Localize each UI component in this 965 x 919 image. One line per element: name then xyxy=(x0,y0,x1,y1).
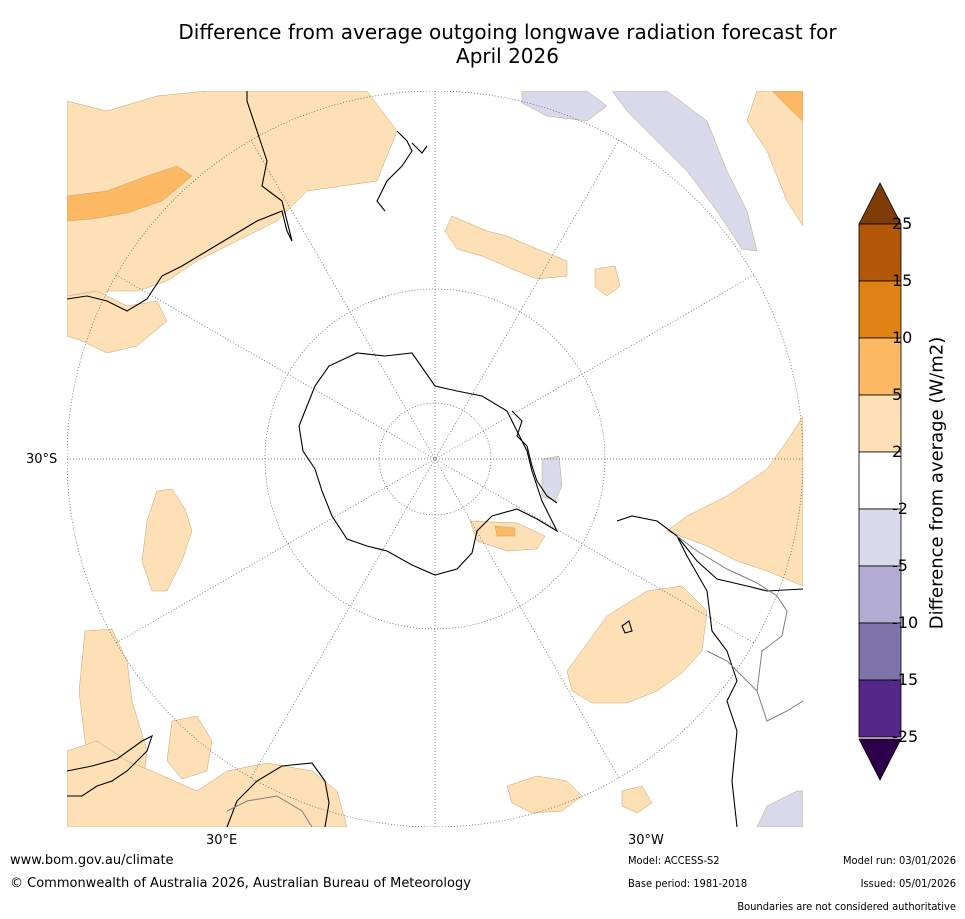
border-south-america-2 xyxy=(706,650,758,692)
title-line-2: April 2026 xyxy=(456,44,559,68)
anomaly-region-pacific-northeast xyxy=(746,91,803,227)
colorbar-bin xyxy=(858,508,902,567)
anomaly-region-south-atlantic-patch xyxy=(506,775,583,814)
anomaly-fields xyxy=(67,91,803,827)
anomaly-region-south-atlantic-patch-2 xyxy=(621,785,653,814)
coastline-south-america xyxy=(511,410,558,504)
anomaly-region-south-atlantic-east xyxy=(756,790,803,827)
colorbar-bin xyxy=(858,223,902,282)
colorbar-bin xyxy=(858,280,902,339)
colorbar-tick-label: -25 xyxy=(892,727,919,746)
colorbar-tick-label: -15 xyxy=(892,670,919,689)
colorbar-extend-bottom xyxy=(858,738,902,781)
colorbar-tick-label: -10 xyxy=(892,613,919,632)
coastline-falklands xyxy=(621,620,633,634)
anomaly-region-atlantic xyxy=(666,415,803,587)
model-name: Model: ACCESS-S2 xyxy=(628,854,720,867)
anomaly-region-pacific-1 xyxy=(444,215,568,280)
anomaly-region-south-atlantic xyxy=(566,585,708,704)
latitude-label-30s: 30°S xyxy=(26,452,58,467)
polar-map xyxy=(67,91,803,827)
polar-map-svg xyxy=(67,91,803,827)
anomaly-region-negative-pacific xyxy=(521,91,608,122)
title-line-1: Difference from average outgoing longwav… xyxy=(178,20,837,44)
anomaly-region-indian-ocean-3 xyxy=(166,715,213,780)
anomaly-region-southern-ocean-west xyxy=(67,290,168,354)
colorbar-bin xyxy=(858,565,902,624)
coastline-new-zealand xyxy=(376,130,413,212)
graticule xyxy=(67,91,803,827)
colorbar-tick-label: 2 xyxy=(892,442,903,461)
colorbar-bin xyxy=(858,622,902,681)
anomaly-region-antarctic-peninsula-strong xyxy=(494,525,516,537)
coastline-africa-south xyxy=(226,762,330,827)
coastline-new-zealand-north xyxy=(411,142,428,154)
coastline-antarctica xyxy=(298,352,559,576)
map-title: Difference from average outgoing longwav… xyxy=(100,20,915,68)
model-run-date: Model run: 03/01/2026 xyxy=(843,854,956,867)
anomaly-region-negative-weddell xyxy=(541,455,563,502)
website-link[interactable]: www.bom.gov.au/climate xyxy=(10,853,174,868)
border-south-america xyxy=(676,535,803,722)
colorbar-tick-label: 5 xyxy=(892,385,903,404)
anomaly-region-australia-strong xyxy=(67,165,193,222)
anomaly-region-pacific-2 xyxy=(594,265,621,297)
coastlines xyxy=(67,91,803,827)
coastline-australia xyxy=(67,91,293,312)
base-period: Base period: 1981-2018 xyxy=(628,877,748,890)
coastline-africa xyxy=(67,734,153,797)
anomaly-region-negative-east-pacific xyxy=(611,91,758,252)
boundary-disclaimer: Boundaries are not considered authoritat… xyxy=(737,900,956,913)
issued-date: Issued: 05/01/2026 xyxy=(860,877,956,890)
colorbar-bin xyxy=(858,451,902,510)
anomaly-region-indian-ocean-1 xyxy=(141,488,193,592)
colorbar-bin xyxy=(858,679,902,738)
longitude-label-30w: 30°W xyxy=(628,833,664,848)
anomaly-region-africa xyxy=(67,740,348,827)
colorbar-tick-label: 15 xyxy=(892,271,913,290)
longitude-label-30e: 30°E xyxy=(206,833,238,848)
copyright-text: © Commonwealth of Australia 2026, Austra… xyxy=(10,876,471,891)
colorbar-tick-label: -2 xyxy=(892,499,908,518)
colorbar-bins xyxy=(858,223,902,738)
colorbar-bin xyxy=(858,337,902,396)
colorbar-svg xyxy=(858,182,902,781)
colorbar-tick-label: -5 xyxy=(892,556,908,575)
colorbar-title: Difference from average (W/m2) xyxy=(926,336,948,630)
colorbar-tick-label: 25 xyxy=(892,214,913,233)
anomaly-region-pacific-northeast-strong xyxy=(771,91,803,122)
colorbar-tick-label: 10 xyxy=(892,328,913,347)
border-africa xyxy=(226,795,313,827)
coastline-south-america-east xyxy=(616,515,803,592)
country-borders xyxy=(226,535,803,827)
